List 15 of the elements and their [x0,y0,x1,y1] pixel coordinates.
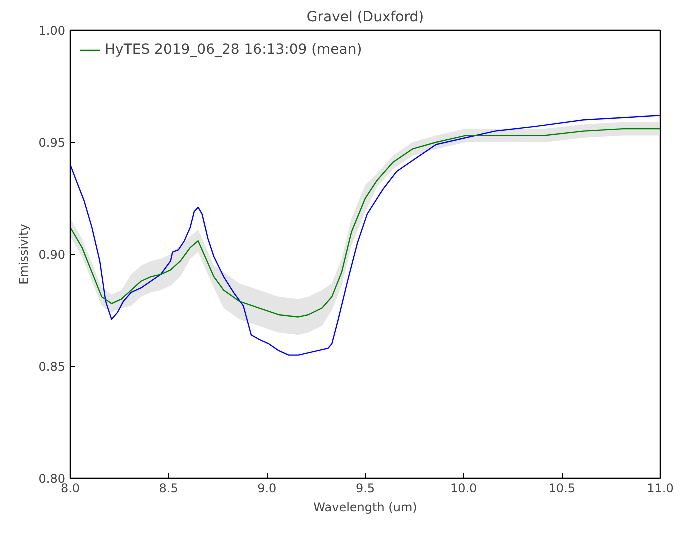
y-axis-title: Emissivity [16,224,31,285]
y-tick-label: 0.90 [38,248,66,262]
x-tick-label: 11.0 [647,482,674,496]
x-tick-label: 9.0 [258,482,277,496]
x-tick-label: 10.0 [450,482,478,496]
y-tick-label: 0.95 [38,136,66,150]
y-tick-label: 1.00 [38,24,66,38]
x-tick-label: 9.5 [356,482,376,496]
x-tick-label: 10.5 [548,482,576,496]
legend-label: HyTES 2019_06_28 16:13:09 (mean) [105,42,362,58]
x-axis-title: Wavelength (um) [314,500,418,514]
y-tick-label: 0.85 [38,360,66,374]
chart-title: Gravel (Duxford) [306,10,424,26]
x-tick-label: 8.0 [60,482,80,496]
x-tick-label: 8.5 [159,482,178,496]
